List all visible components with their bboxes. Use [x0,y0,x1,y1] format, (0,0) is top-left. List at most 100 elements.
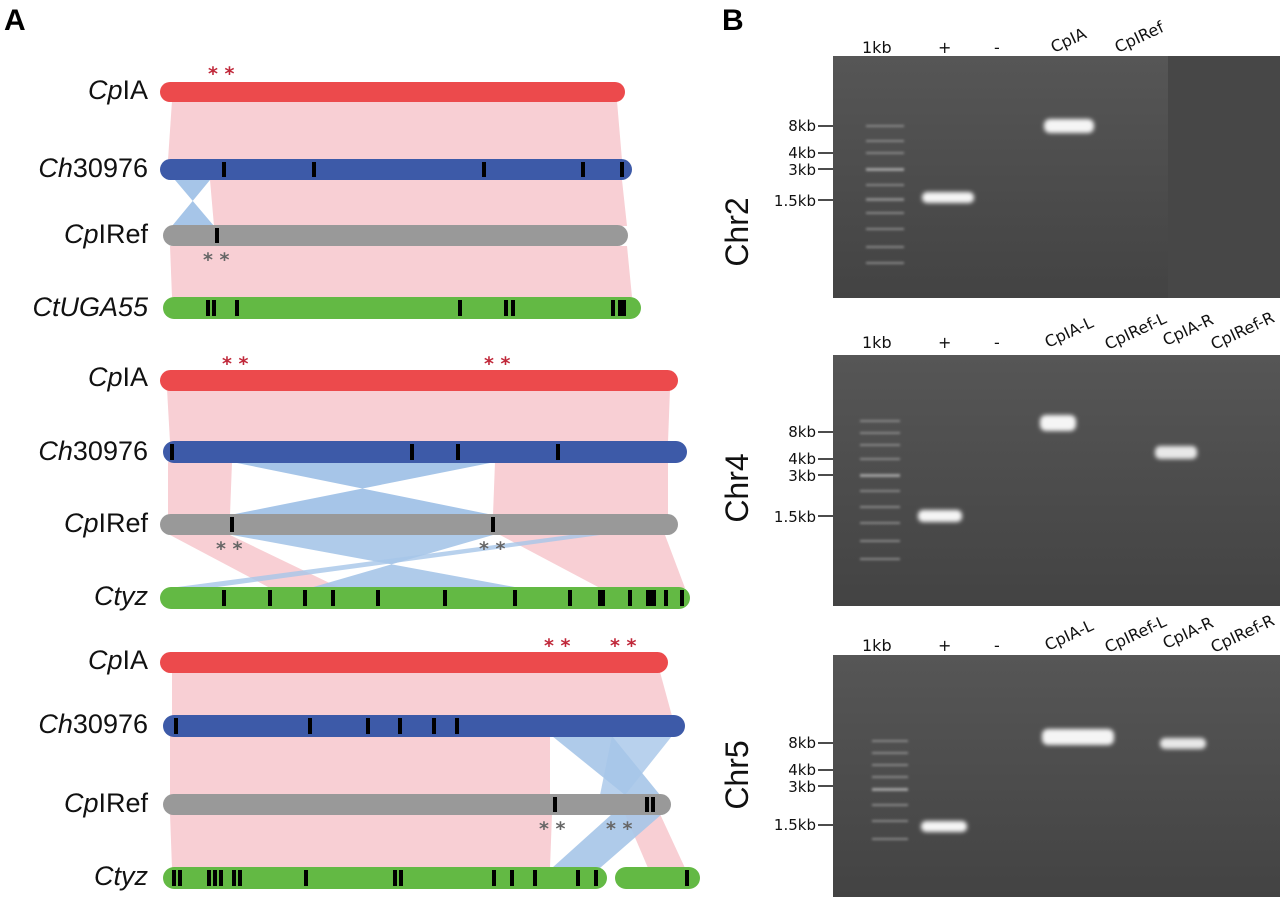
track-label-cpia: CpIA [88,645,148,675]
panel-a-group-1: * * * * CpIA Ch30976 CpIRef CtUGA55 [32,63,641,322]
track-bar-ct [615,867,700,889]
chromosome-label: Chr4 [719,453,755,522]
size-marker-label: 4kb [788,761,816,779]
lane-label: 1kb [862,636,892,655]
ladder-bands [860,420,900,560]
synteny-ribbon [168,462,232,515]
gene-markers [206,162,626,316]
size-marker-label: 4kb [788,144,816,162]
gel-chr4: Chr4 1kb + - CpIA-L CpIRef-L CpIA-R CpIR… [719,308,1280,606]
gene-markers [172,718,689,886]
panel-a-letter: A [4,4,26,37]
lane-label: CpIRef-R [1208,611,1278,657]
track-bar-ch30976 [163,441,687,463]
star-marker-red: * * [610,635,637,657]
star-marker-grey: * * [606,818,633,840]
gel-image [833,355,1280,606]
track-bar-ct [163,297,641,319]
synteny-ribbon [170,736,550,795]
size-ticks [818,431,833,517]
track-bar-ct [160,587,690,609]
lane-label: CpIRef [1112,17,1167,56]
panel-b-letter: B [722,4,744,37]
track-bar-cpia [160,82,625,102]
lane-label: CpIRef-L [1102,612,1170,657]
star-marker-red: * * [208,63,235,85]
star-marker-grey: * * [216,538,243,560]
track-label-cpia: CpIA [88,75,148,105]
gel-band [1155,446,1197,459]
synteny-ribbon [493,462,668,515]
size-marker-label: 3kb [788,161,816,179]
size-ticks [818,125,833,201]
panel-a-group-2: * * * * * * * * CpIA Ch30976 CpIRef Ctyz [38,353,690,611]
synteny-ribbon [500,535,685,588]
track-label-ch30976: Ch30976 [38,436,148,466]
track-label-ch30976: Ch30976 [38,709,148,739]
lane-label: CpIA-L [1042,616,1097,655]
gel-band [921,821,967,832]
size-marker-label: 3kb [788,467,816,485]
size-marker-label: 1.5kb [774,508,816,526]
chromosome-label: Chr5 [719,740,755,809]
track-label-cpiref: CpIRef [64,788,149,818]
lane-label: + [938,333,951,352]
star-marker-red: * * [222,353,249,375]
track-label-ct: Ctyz [94,581,149,611]
gel-chr5: Chr5 1kb + - CpIA-L CpIRef-L CpIA-R CpIR… [719,611,1280,897]
lane-label: 1kb [862,38,892,57]
size-ticks [818,742,833,826]
inversion-ribbon [600,736,672,795]
star-marker-grey: * * [539,818,566,840]
synteny-ribbon [210,180,627,226]
lane-label: CpIA-R [1160,310,1217,350]
star-marker-red: * * [544,635,571,657]
lane-label: CpIRef-R [1208,308,1278,354]
track-bar-ch30976 [163,715,685,737]
synteny-ribbon [172,672,672,716]
track-bar-cpiref [163,794,671,815]
star-marker-grey: * * [479,538,506,560]
size-marker-label: 8kb [788,423,816,441]
track-label-ct: CtUGA55 [32,292,149,322]
track-label-ct: Ctyz [94,861,149,891]
size-marker-label: 4kb [788,450,816,468]
star-marker-red: * * [484,353,511,375]
synteny-ribbon [168,101,622,160]
synteny-ribbon [170,814,552,868]
inversion-ribbon [170,535,600,588]
ladder-bands [872,740,908,840]
gel-band [1044,119,1094,133]
inversion-ribbon [552,814,662,868]
lane-label: CpIA-R [1160,613,1217,653]
inversion-ribbon [230,462,495,515]
gel-band [1160,738,1206,749]
track-label-cpiref: CpIRef [64,219,149,249]
gel-band [1042,729,1114,745]
star-marker-grey: * * [203,249,230,271]
gel-chr2: Chr2 1kb + - CpIA CpIRef 8kb 4kb 3kb 1.5… [719,17,1280,298]
track-bar-cpiref [160,514,678,535]
lane-label: CpIA-L [1042,313,1097,352]
track-label-cpia: CpIA [88,362,148,392]
chromosome-label: Chr2 [719,197,755,266]
gel-band [918,510,962,522]
size-marker-label: 8kb [788,117,816,135]
gene-markers [170,444,684,606]
synteny-ribbon [167,389,670,442]
track-bar-ch30976 [160,159,632,180]
gel-band [1040,415,1076,431]
inversion-ribbon [172,180,214,226]
track-bar-ct [163,867,607,889]
lane-label: - [994,38,1000,57]
track-bar-cpiref [163,225,628,246]
size-marker-label: 3kb [788,778,816,796]
panel-a-group-3: * * * * * * * * CpIA Ch30976 CpIRef Ctyz [38,635,700,891]
track-bar-cpia [160,652,668,673]
lane-label: CpIRef-L [1102,309,1170,354]
synteny-ribbon [170,246,632,297]
ladder-bands [866,125,904,264]
track-bar-cpia [160,370,678,391]
size-marker-label: 8kb [788,734,816,752]
